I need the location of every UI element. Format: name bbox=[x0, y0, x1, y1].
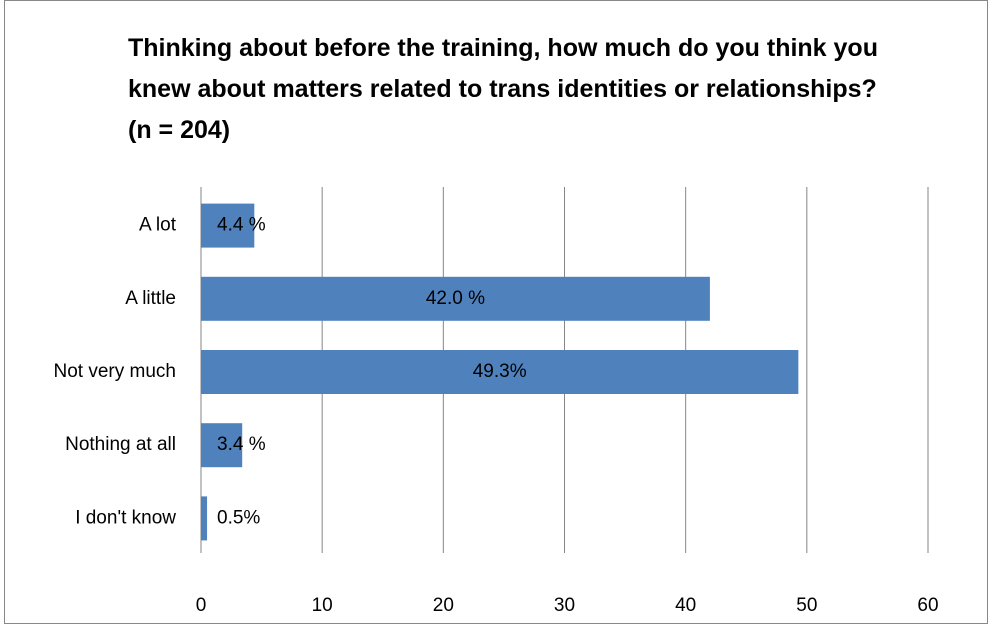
x-tick-label: 20 bbox=[433, 595, 454, 616]
bar bbox=[201, 496, 208, 541]
y-tick-label: I don't know bbox=[75, 507, 176, 528]
bar bbox=[201, 203, 255, 248]
bar bbox=[201, 276, 710, 321]
frame-border bbox=[4, 0, 988, 624]
chart-title: Thinking about before the training, how … bbox=[128, 34, 878, 144]
data-label: 4.4 % bbox=[217, 215, 266, 236]
x-tick-label: 50 bbox=[796, 595, 817, 616]
x-tick-label: 30 bbox=[554, 595, 575, 616]
x-tick-label: 40 bbox=[675, 595, 696, 616]
data-label: 42.0 % bbox=[426, 288, 485, 309]
y-tick-label: A lot bbox=[139, 215, 177, 236]
bar bbox=[201, 350, 799, 394]
data-label: 3.4 % bbox=[217, 434, 266, 455]
bar bbox=[201, 423, 243, 468]
data-label: 0.5% bbox=[217, 507, 260, 528]
data-label: 49.3% bbox=[473, 361, 527, 382]
x-tick-label: 60 bbox=[917, 595, 938, 616]
y-tick-label: A little bbox=[125, 288, 176, 309]
x-tick-label: 10 bbox=[312, 595, 333, 616]
y-tick-label: Not very much bbox=[54, 361, 176, 382]
x-tick-label: 0 bbox=[196, 595, 207, 616]
y-tick-label: Nothing at all bbox=[65, 434, 176, 455]
